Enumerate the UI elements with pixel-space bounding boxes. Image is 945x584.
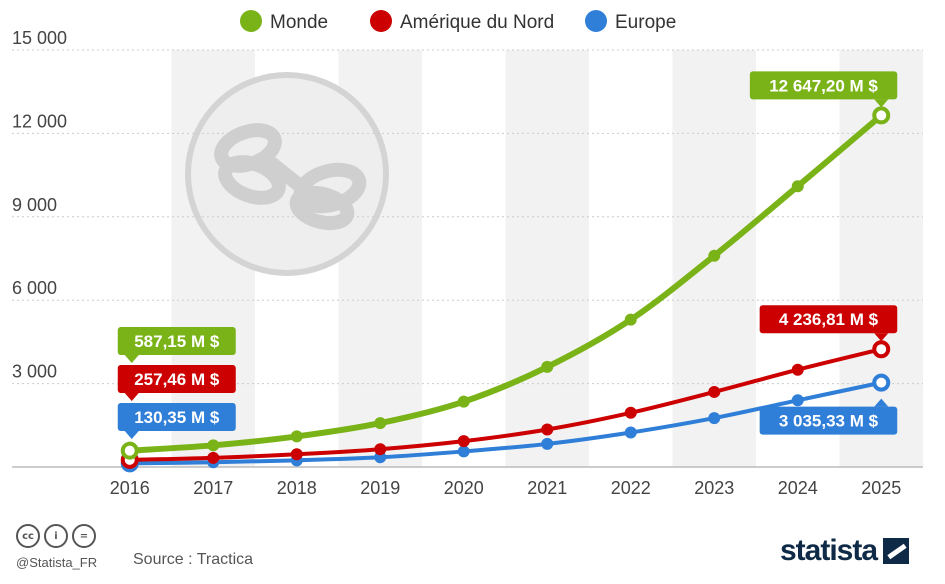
series-line: [127, 380, 884, 466]
statista-logo-icon: [883, 538, 910, 564]
data-point[interactable]: [624, 426, 637, 439]
cc-icon[interactable]: cc: [16, 524, 40, 548]
series-points: [120, 106, 891, 473]
callout: 130,35 M $: [117, 403, 236, 439]
legend-label[interactable]: Europe: [615, 12, 676, 33]
y-axis-tick-labels: 3 000 6 000 9 000 12 000 15 000: [12, 28, 67, 382]
data-point[interactable]: [541, 423, 554, 436]
callout-pointer: [874, 398, 889, 407]
data-point[interactable]: [791, 363, 804, 376]
x-tick-label: 2022: [611, 478, 651, 498]
callout: 4 236,81 M $: [759, 305, 898, 342]
data-point[interactable]: [872, 340, 891, 359]
x-tick-label: 2020: [444, 478, 484, 498]
data-point[interactable]: [457, 395, 470, 408]
data-point[interactable]: [541, 437, 554, 450]
y-tick-label: 12 000: [12, 111, 67, 131]
statista-logo[interactable]: statista: [780, 534, 910, 568]
x-tick-label: 2021: [527, 478, 567, 498]
data-point[interactable]: [207, 451, 220, 464]
callout-pointer: [874, 99, 889, 108]
no-derivatives-icon[interactable]: =: [72, 524, 96, 548]
data-point[interactable]: [872, 373, 891, 392]
callout-box: [117, 403, 236, 431]
data-point[interactable]: [708, 412, 721, 425]
callout-label: 3 035,33 M $: [779, 412, 879, 431]
data-point[interactable]: [624, 406, 637, 419]
y-tick-label: 15 000: [12, 28, 67, 48]
callout-label: 257,46 M $: [134, 370, 220, 389]
callout-box: [117, 327, 236, 355]
x-tick-label: 2018: [277, 478, 317, 498]
x-tick-label: 2019: [360, 478, 400, 498]
legend: Monde Amérique du Nord Europe: [240, 10, 676, 33]
data-point[interactable]: [708, 249, 721, 262]
x-axis-tick-labels: 2016 2017 2018 2019 2020 2021 2022 2023 2024 2025: [110, 478, 902, 498]
data-point[interactable]: [457, 445, 470, 458]
callout-label: 130,35 M $: [134, 408, 220, 427]
x-tick-label: 2023: [694, 478, 734, 498]
legend-label[interactable]: Amérique du Nord: [400, 12, 554, 33]
x-tick-label: 2024: [778, 478, 818, 498]
callout: 587,15 M $: [117, 327, 236, 363]
data-point[interactable]: [791, 394, 804, 407]
series-line: [127, 347, 884, 462]
callout-label: 12 647,20 M $: [769, 76, 878, 95]
data-point[interactable]: [624, 313, 637, 326]
callout-box: [759, 305, 898, 334]
y-tick-label: 3 000: [12, 362, 57, 382]
series-line: [126, 112, 885, 454]
callout: 257,46 M $: [117, 365, 236, 401]
callout-box: [117, 365, 236, 393]
callout-pointer: [124, 393, 139, 401]
data-point[interactable]: [374, 443, 387, 456]
callout-box: [759, 406, 898, 435]
attribution-icon[interactable]: i: [44, 524, 68, 548]
plot-background-bands: [171, 50, 923, 467]
background-band: [505, 50, 589, 467]
callout-label: 587,15 M $: [134, 332, 220, 351]
twitter-handle[interactable]: @Statista_FR: [16, 555, 98, 570]
y-tick-label: 9 000: [12, 195, 57, 215]
callout-pointer: [124, 355, 139, 363]
drone-watermark-icon: [185, 72, 389, 276]
callout-box: [749, 71, 898, 100]
data-point[interactable]: [290, 448, 303, 461]
source-label[interactable]: Source : Tractica: [133, 551, 254, 568]
x-tick-label: 2017: [193, 478, 233, 498]
data-point[interactable]: [872, 106, 891, 125]
x-tick-label: 2025: [861, 478, 901, 498]
x-tick-label: 2016: [110, 478, 150, 498]
data-point[interactable]: [791, 180, 804, 193]
data-point[interactable]: [290, 430, 303, 443]
legend-marker: [585, 10, 607, 32]
data-point[interactable]: [374, 417, 387, 430]
callout-pointer: [874, 333, 889, 342]
callout-pointer: [124, 431, 139, 439]
data-point[interactable]: [708, 385, 721, 398]
callout: 3 035,33 M $: [759, 398, 898, 435]
legend-label[interactable]: Monde: [270, 12, 328, 33]
license-icons: cc i =: [16, 524, 96, 548]
legend-marker: [240, 10, 262, 32]
brand-wordmark: statista: [780, 534, 878, 567]
data-point[interactable]: [120, 441, 139, 460]
data-point[interactable]: [207, 439, 220, 452]
data-point[interactable]: [457, 435, 470, 448]
callout: 12 647,20 M $: [749, 71, 898, 108]
callout-label: 4 236,81 M $: [779, 310, 879, 329]
data-callouts: 587,15 M $ 257,46 M $ 130,35 M $ 12 647,20 …: [117, 71, 898, 439]
legend-marker: [370, 10, 392, 32]
y-tick-label: 6 000: [12, 278, 57, 298]
data-point[interactable]: [541, 360, 554, 373]
series-lines: [126, 112, 885, 466]
